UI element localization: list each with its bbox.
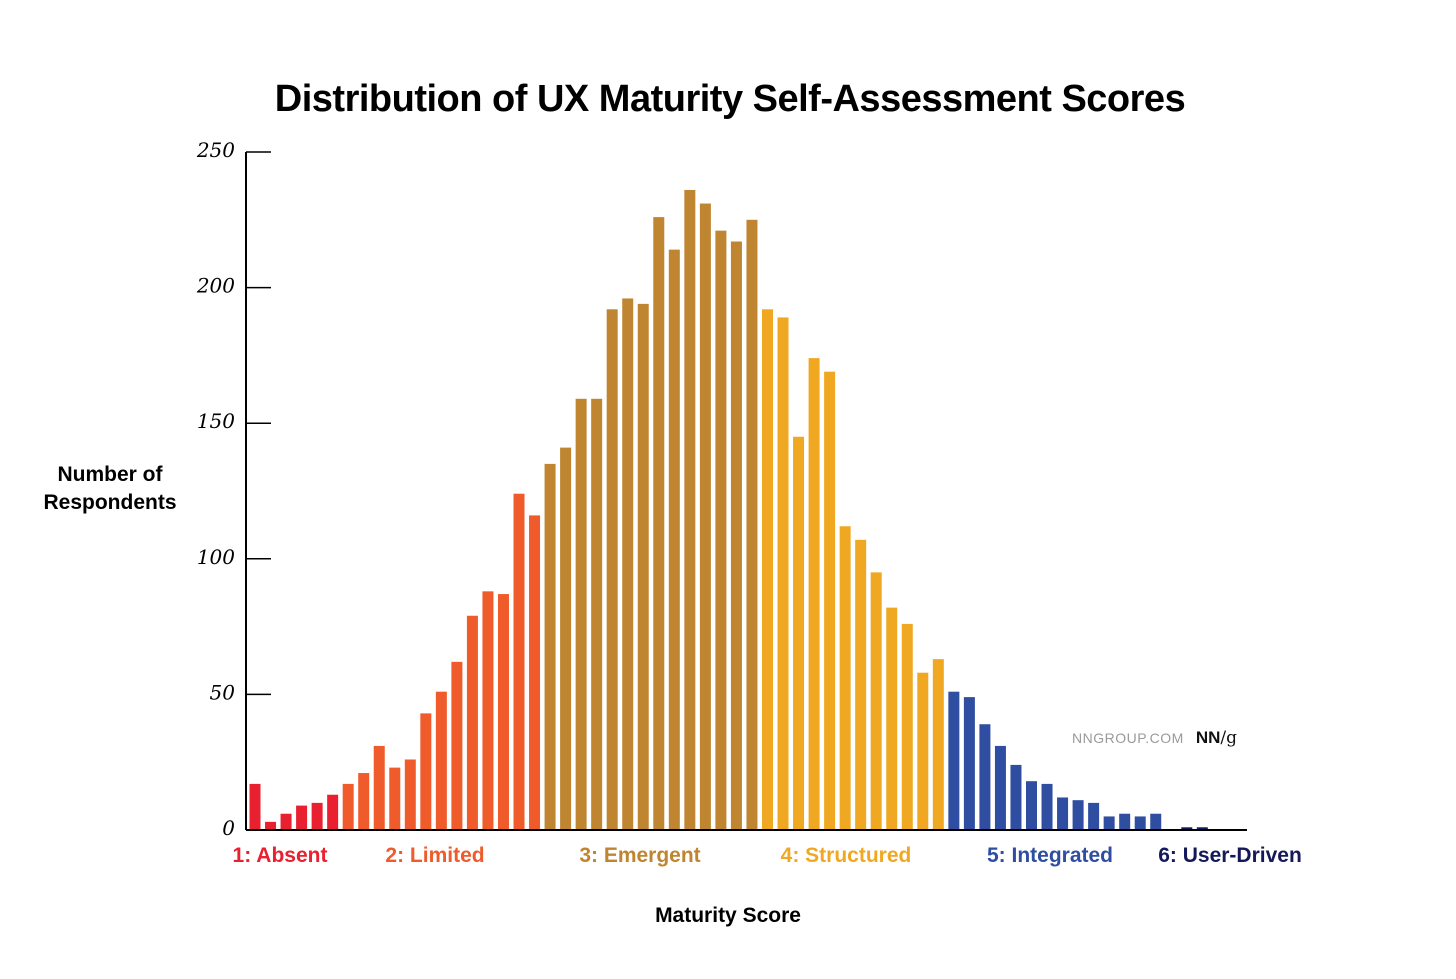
bar xyxy=(886,607,898,830)
bar xyxy=(544,463,556,830)
stage-label: 4: Structured xyxy=(781,844,912,867)
bar xyxy=(497,594,509,830)
nng-logo-rest: /g xyxy=(1220,728,1237,748)
y-tick-label: 250 xyxy=(196,138,235,162)
bar xyxy=(699,203,711,830)
bar xyxy=(1057,797,1069,830)
bar xyxy=(482,591,494,830)
nngroup-watermark: NNGROUP.COM NN/g xyxy=(1072,728,1237,748)
y-axis-title-line-1: Number of xyxy=(58,463,164,486)
bar xyxy=(994,745,1006,830)
bar xyxy=(265,821,277,830)
bar xyxy=(730,241,742,830)
bars xyxy=(249,189,1208,831)
bar xyxy=(637,303,649,830)
bar xyxy=(948,691,960,830)
bar xyxy=(280,813,292,830)
bar xyxy=(358,773,370,830)
stage-label: 2: Limited xyxy=(385,844,484,867)
bar xyxy=(917,672,929,830)
bar xyxy=(373,745,385,830)
bar xyxy=(1026,781,1037,830)
nng-logo: NN/g xyxy=(1196,728,1237,748)
bar xyxy=(1196,827,1208,830)
bar xyxy=(575,398,587,830)
bar xyxy=(793,436,805,830)
bar xyxy=(684,189,696,831)
bar xyxy=(979,724,991,830)
bar xyxy=(761,309,773,830)
chart-title: Distribution of UX Maturity Self-Assessm… xyxy=(274,78,1186,120)
watermark-site: NNGROUP.COM xyxy=(1072,730,1184,746)
stage-label: 6: User-Driven xyxy=(1158,844,1302,867)
bar xyxy=(839,526,851,830)
bar xyxy=(420,713,432,830)
nng-logo-bold: NN xyxy=(1195,728,1221,747)
stage-label: 1: Absent xyxy=(233,844,328,867)
bar xyxy=(1181,827,1193,830)
bar xyxy=(249,783,261,830)
y-axis-title: Number of Respondents xyxy=(43,463,176,514)
y-tick-label: 150 xyxy=(197,409,235,433)
bar xyxy=(513,493,525,830)
bar xyxy=(606,309,618,830)
x-axis-categories: 1: Absent 2: Limited 3: Emergent 4: Structu… xyxy=(233,844,1302,867)
bar xyxy=(824,371,836,830)
bar xyxy=(808,358,820,830)
bar xyxy=(389,767,401,830)
bar xyxy=(1103,816,1115,830)
y-tick-label: 50 xyxy=(210,680,236,704)
bar xyxy=(653,217,665,831)
bar xyxy=(746,219,758,831)
bar xyxy=(1119,813,1131,830)
bar xyxy=(622,298,634,830)
bar xyxy=(668,249,680,830)
bar xyxy=(560,447,572,830)
bar xyxy=(311,802,323,830)
bar xyxy=(435,691,447,830)
bar xyxy=(963,697,975,830)
stage-label: 3: Emergent xyxy=(579,844,700,867)
bar xyxy=(1072,800,1084,830)
bar xyxy=(1134,816,1146,830)
bar xyxy=(855,539,867,830)
x-axis-title: Maturity Score xyxy=(655,904,801,927)
bar xyxy=(715,230,727,830)
y-axis-title-line-2: Respondents xyxy=(43,491,176,514)
stage-label: 5: Integrated xyxy=(987,844,1113,867)
bar xyxy=(591,398,603,830)
bar xyxy=(932,659,944,830)
y-tick-label: 0 xyxy=(222,816,235,840)
bar xyxy=(1088,802,1100,830)
bar xyxy=(1010,764,1022,830)
bar xyxy=(1041,783,1053,830)
bar xyxy=(451,661,463,830)
bar xyxy=(466,615,478,830)
y-tick-label: 100 xyxy=(197,545,235,569)
bar xyxy=(901,623,913,830)
y-axis-ticks: 0 50 100 150 200 250 xyxy=(196,138,271,840)
bar xyxy=(342,783,354,830)
y-tick-label: 200 xyxy=(196,274,235,298)
bar xyxy=(404,759,416,830)
bar xyxy=(296,805,308,830)
bar xyxy=(1150,813,1162,830)
bar xyxy=(327,794,339,830)
bar xyxy=(870,572,882,830)
bar xyxy=(777,317,789,830)
bar xyxy=(529,515,541,830)
